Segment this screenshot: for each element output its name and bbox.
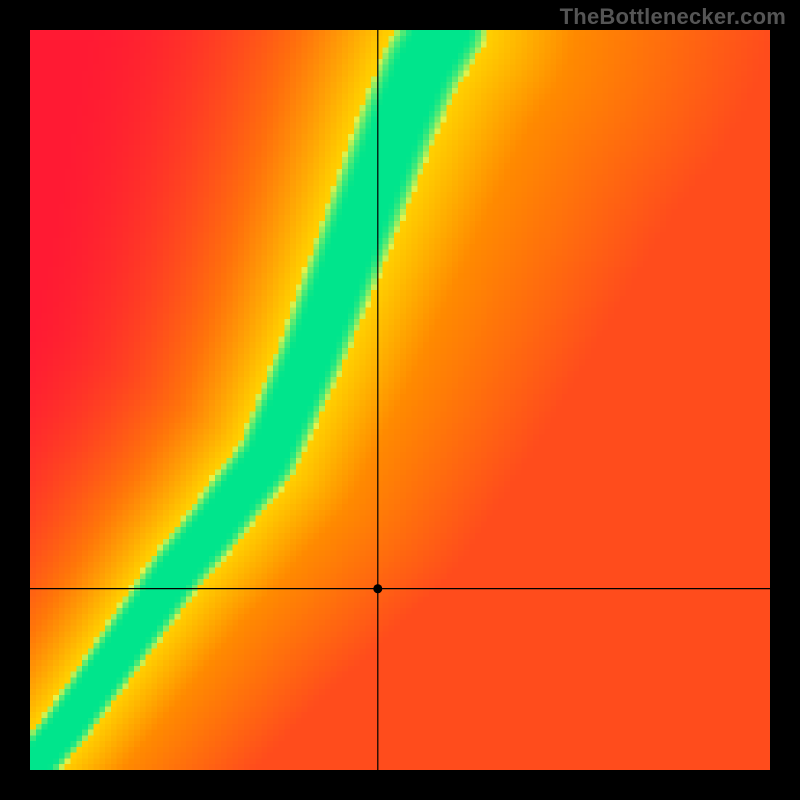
chart-container: TheBottlenecker.com <box>0 0 800 800</box>
plot-area <box>30 30 770 770</box>
heatmap-canvas <box>30 30 770 770</box>
watermark-text: TheBottlenecker.com <box>560 4 786 30</box>
